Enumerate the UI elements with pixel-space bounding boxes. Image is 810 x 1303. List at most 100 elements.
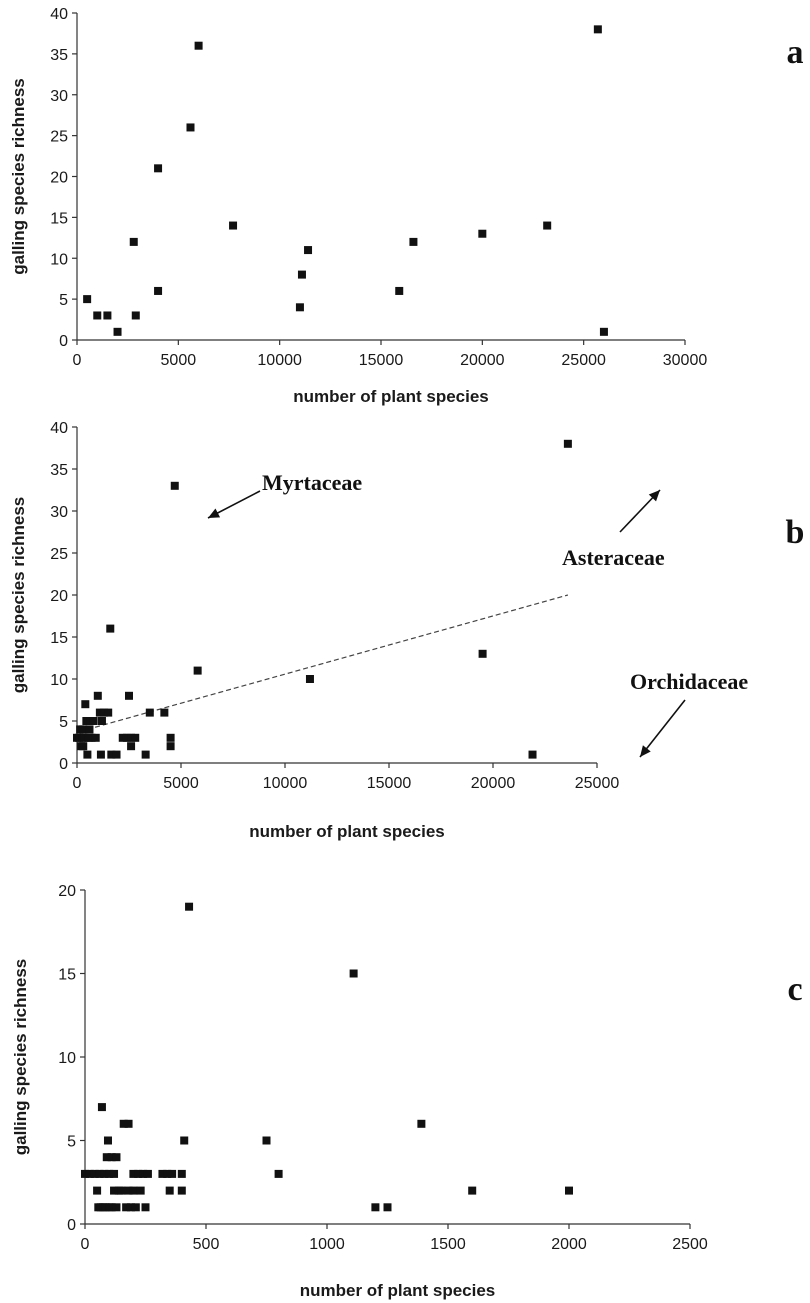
chart-panel-a: 0 5 10 15 20 25 30 35 40 0 5000 10000 15000 20000 2500… xyxy=(9,6,804,406)
data-point xyxy=(304,246,313,255)
x-tick-label: 10000 xyxy=(263,775,308,792)
annotation-asteraceae: Asteraceae xyxy=(562,545,665,570)
x-tick-label: 2000 xyxy=(551,1236,587,1253)
data-point xyxy=(160,708,169,717)
data-point xyxy=(262,1136,271,1145)
x-tick-label: 20000 xyxy=(460,352,505,369)
data-point xyxy=(122,733,131,742)
x-tick-label: 20000 xyxy=(471,775,516,792)
data-point xyxy=(127,742,136,751)
data-point xyxy=(100,708,109,717)
data-point xyxy=(106,624,115,633)
data-point xyxy=(166,733,175,742)
data-point xyxy=(563,439,572,448)
data-point xyxy=(158,1169,167,1178)
data-point xyxy=(565,1186,573,1195)
data-point xyxy=(165,1186,174,1195)
y-tick-label: 15 xyxy=(50,630,68,647)
data-point xyxy=(141,1203,150,1212)
data-point xyxy=(110,1186,119,1195)
data-point xyxy=(95,708,104,717)
data-point xyxy=(131,311,140,320)
x-tick-label: 25000 xyxy=(561,352,606,369)
data-point xyxy=(80,733,89,742)
data-point xyxy=(118,733,127,742)
data-point xyxy=(85,725,94,734)
x-tick-label: 2500 xyxy=(672,1236,708,1253)
annotation-arrow xyxy=(639,699,686,758)
y-axis-title: galling species richness xyxy=(9,78,28,275)
data-point xyxy=(107,750,116,759)
data-point xyxy=(170,481,179,490)
data-point xyxy=(103,1136,112,1145)
data-point xyxy=(112,1203,121,1212)
chart-panel-c: 0 5 10 15 20 0 500 1000 1500 2000 2500 number of pl… xyxy=(11,883,803,1300)
y-tick-label: 0 xyxy=(59,333,68,350)
data-point xyxy=(468,1186,477,1195)
x-tick-label: 5000 xyxy=(161,352,197,369)
data-point xyxy=(91,733,100,742)
y-tick-label: 35 xyxy=(50,47,68,64)
data-point xyxy=(81,1169,89,1178)
data-point xyxy=(478,229,487,238)
data-point xyxy=(168,1169,177,1178)
y-tick-label: 25 xyxy=(50,129,68,146)
data-point xyxy=(383,1203,392,1212)
x-tick-label: 5000 xyxy=(163,775,199,792)
data-point xyxy=(79,725,88,734)
arrow-head xyxy=(648,490,660,502)
y-axis-title: galling species richness xyxy=(9,497,28,694)
data-point xyxy=(528,750,537,759)
data-point xyxy=(229,221,238,230)
data-point xyxy=(593,25,602,34)
data-point xyxy=(89,717,98,725)
data-point xyxy=(93,691,102,700)
data-point xyxy=(81,700,90,709)
arrow-head xyxy=(640,745,651,757)
data-point xyxy=(107,1203,116,1212)
y-tick-label: 5 xyxy=(59,292,68,309)
y-tick-label: 0 xyxy=(67,1217,76,1234)
data-point xyxy=(126,1203,135,1212)
data-point xyxy=(93,1186,102,1195)
data-point xyxy=(119,1119,128,1128)
data-point xyxy=(104,708,113,717)
data-point xyxy=(129,1169,138,1178)
data-point xyxy=(129,237,138,246)
annotation-orchidaceae: Orchidaceae xyxy=(630,669,748,694)
data-point xyxy=(102,1153,111,1162)
y-axis-title: galling species richness xyxy=(11,959,30,1156)
x-axis-title: number of plant species xyxy=(249,822,445,841)
x-tick-label: 1000 xyxy=(309,1236,345,1253)
panel-letter: c xyxy=(787,971,802,1008)
x-tick-label: 0 xyxy=(73,775,82,792)
data-point xyxy=(93,311,102,320)
y-tick-label: 20 xyxy=(50,588,68,605)
data-point xyxy=(409,237,418,246)
x-tick-label: 1500 xyxy=(430,1236,466,1253)
data-point xyxy=(129,1186,138,1195)
data-point xyxy=(87,733,96,742)
data-point xyxy=(83,750,92,759)
x-tick-label: 25000 xyxy=(575,775,620,792)
y-tick-label: 15 xyxy=(50,210,68,227)
data-point xyxy=(139,1169,148,1178)
data-point xyxy=(113,327,122,336)
y-tick-label: 5 xyxy=(59,714,68,731)
x-tick-label: 500 xyxy=(193,1236,220,1253)
data-point xyxy=(103,311,112,320)
data-point xyxy=(83,295,92,304)
data-point xyxy=(417,1119,426,1128)
x-tick-label: 0 xyxy=(81,1236,90,1253)
x-axis-title: number of plant species xyxy=(293,387,489,406)
data-point xyxy=(97,1103,106,1112)
data-point xyxy=(194,41,203,50)
data-point xyxy=(295,303,304,312)
data-point xyxy=(371,1203,380,1212)
data-point xyxy=(145,708,154,717)
data-point xyxy=(478,649,487,658)
panel-letter: a xyxy=(787,34,804,71)
x-tick-label: 0 xyxy=(73,352,82,369)
data-point xyxy=(166,742,175,751)
y-tick-label: 0 xyxy=(59,756,68,773)
